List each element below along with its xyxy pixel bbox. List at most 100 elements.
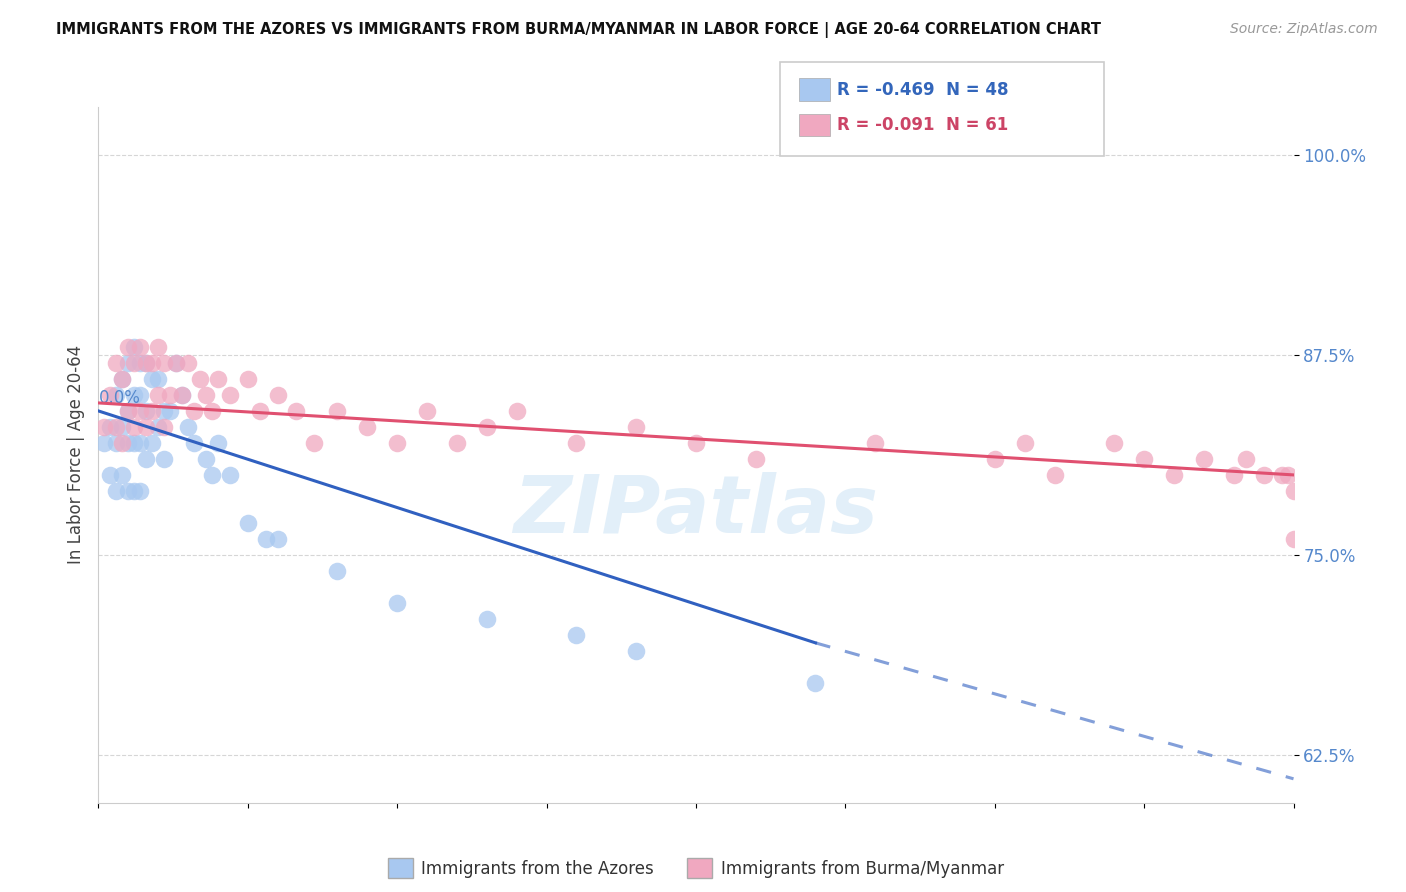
Point — [105, 420, 128, 434]
Point — [267, 532, 290, 546]
Point — [177, 356, 200, 370]
Point — [1104, 436, 1126, 450]
Point — [153, 420, 176, 434]
Legend: Immigrants from the Azores, Immigrants from Burma/Myanmar: Immigrants from the Azores, Immigrants f… — [381, 851, 1011, 885]
Point — [1271, 467, 1294, 482]
Point — [129, 436, 152, 450]
Point — [326, 564, 349, 578]
Text: 0.0%: 0.0% — [98, 389, 141, 407]
Point — [141, 436, 163, 450]
Point — [153, 356, 176, 370]
Point — [117, 404, 139, 418]
Point — [194, 451, 218, 466]
Point — [1277, 467, 1299, 482]
Point — [117, 483, 139, 498]
Point — [165, 356, 187, 370]
Y-axis label: In Labor Force | Age 20-64: In Labor Force | Age 20-64 — [66, 345, 84, 565]
Point — [183, 436, 205, 450]
Point — [111, 372, 134, 386]
Point — [135, 420, 157, 434]
Point — [124, 356, 146, 370]
Point — [141, 372, 163, 386]
Point — [105, 436, 128, 450]
Point — [624, 420, 647, 434]
Point — [416, 404, 439, 418]
Point — [111, 372, 134, 386]
Point — [254, 532, 277, 546]
Point — [135, 356, 157, 370]
Point — [1163, 467, 1185, 482]
Point — [124, 483, 146, 498]
Point — [302, 436, 325, 450]
Point — [98, 388, 122, 402]
Text: ZIPatlas: ZIPatlas — [513, 472, 879, 549]
Point — [129, 340, 152, 354]
Point — [93, 420, 115, 434]
Point — [117, 404, 139, 418]
Point — [141, 404, 163, 418]
Point — [159, 404, 181, 418]
Point — [565, 436, 588, 450]
Point — [1014, 436, 1036, 450]
Point — [129, 404, 152, 418]
Point — [105, 356, 128, 370]
Point — [165, 356, 187, 370]
Point — [219, 467, 242, 482]
Point — [249, 404, 271, 418]
Point — [129, 388, 152, 402]
Point — [141, 356, 163, 370]
Point — [124, 436, 146, 450]
Point — [201, 467, 224, 482]
Point — [159, 388, 181, 402]
Point — [188, 372, 211, 386]
Point — [983, 451, 1005, 466]
Point — [172, 388, 194, 402]
Point — [105, 483, 128, 498]
Point — [105, 388, 128, 402]
Point — [475, 420, 498, 434]
Point — [219, 388, 242, 402]
Point — [129, 356, 152, 370]
Point — [129, 483, 152, 498]
Point — [148, 372, 170, 386]
Point — [624, 644, 647, 658]
Point — [207, 372, 229, 386]
Point — [1253, 467, 1275, 482]
Point — [236, 372, 259, 386]
Point — [385, 596, 409, 610]
Point — [153, 451, 176, 466]
Text: R = -0.091  N = 61: R = -0.091 N = 61 — [837, 116, 1008, 134]
Point — [177, 420, 200, 434]
Point — [135, 356, 157, 370]
Point — [475, 612, 498, 626]
Point — [124, 388, 146, 402]
Point — [1282, 483, 1305, 498]
Point — [148, 340, 170, 354]
Point — [685, 436, 707, 450]
Point — [148, 420, 170, 434]
Point — [745, 451, 768, 466]
Point — [284, 404, 307, 418]
Text: IMMIGRANTS FROM THE AZORES VS IMMIGRANTS FROM BURMA/MYANMAR IN LABOR FORCE | AGE: IMMIGRANTS FROM THE AZORES VS IMMIGRANTS… — [56, 22, 1101, 38]
Point — [194, 388, 218, 402]
Point — [98, 467, 122, 482]
Point — [1192, 451, 1215, 466]
Point — [1223, 467, 1246, 482]
Point — [98, 420, 122, 434]
Point — [111, 420, 134, 434]
Point — [326, 404, 349, 418]
Point — [135, 404, 157, 418]
Point — [1043, 467, 1066, 482]
Point — [446, 436, 468, 450]
Point — [385, 436, 409, 450]
Point — [865, 436, 887, 450]
Point — [172, 388, 194, 402]
Point — [135, 451, 157, 466]
Point — [124, 340, 146, 354]
Point — [111, 436, 134, 450]
Text: Source: ZipAtlas.com: Source: ZipAtlas.com — [1230, 22, 1378, 37]
Point — [506, 404, 529, 418]
Point — [124, 420, 146, 434]
Point — [1234, 451, 1257, 466]
Point — [236, 516, 259, 530]
